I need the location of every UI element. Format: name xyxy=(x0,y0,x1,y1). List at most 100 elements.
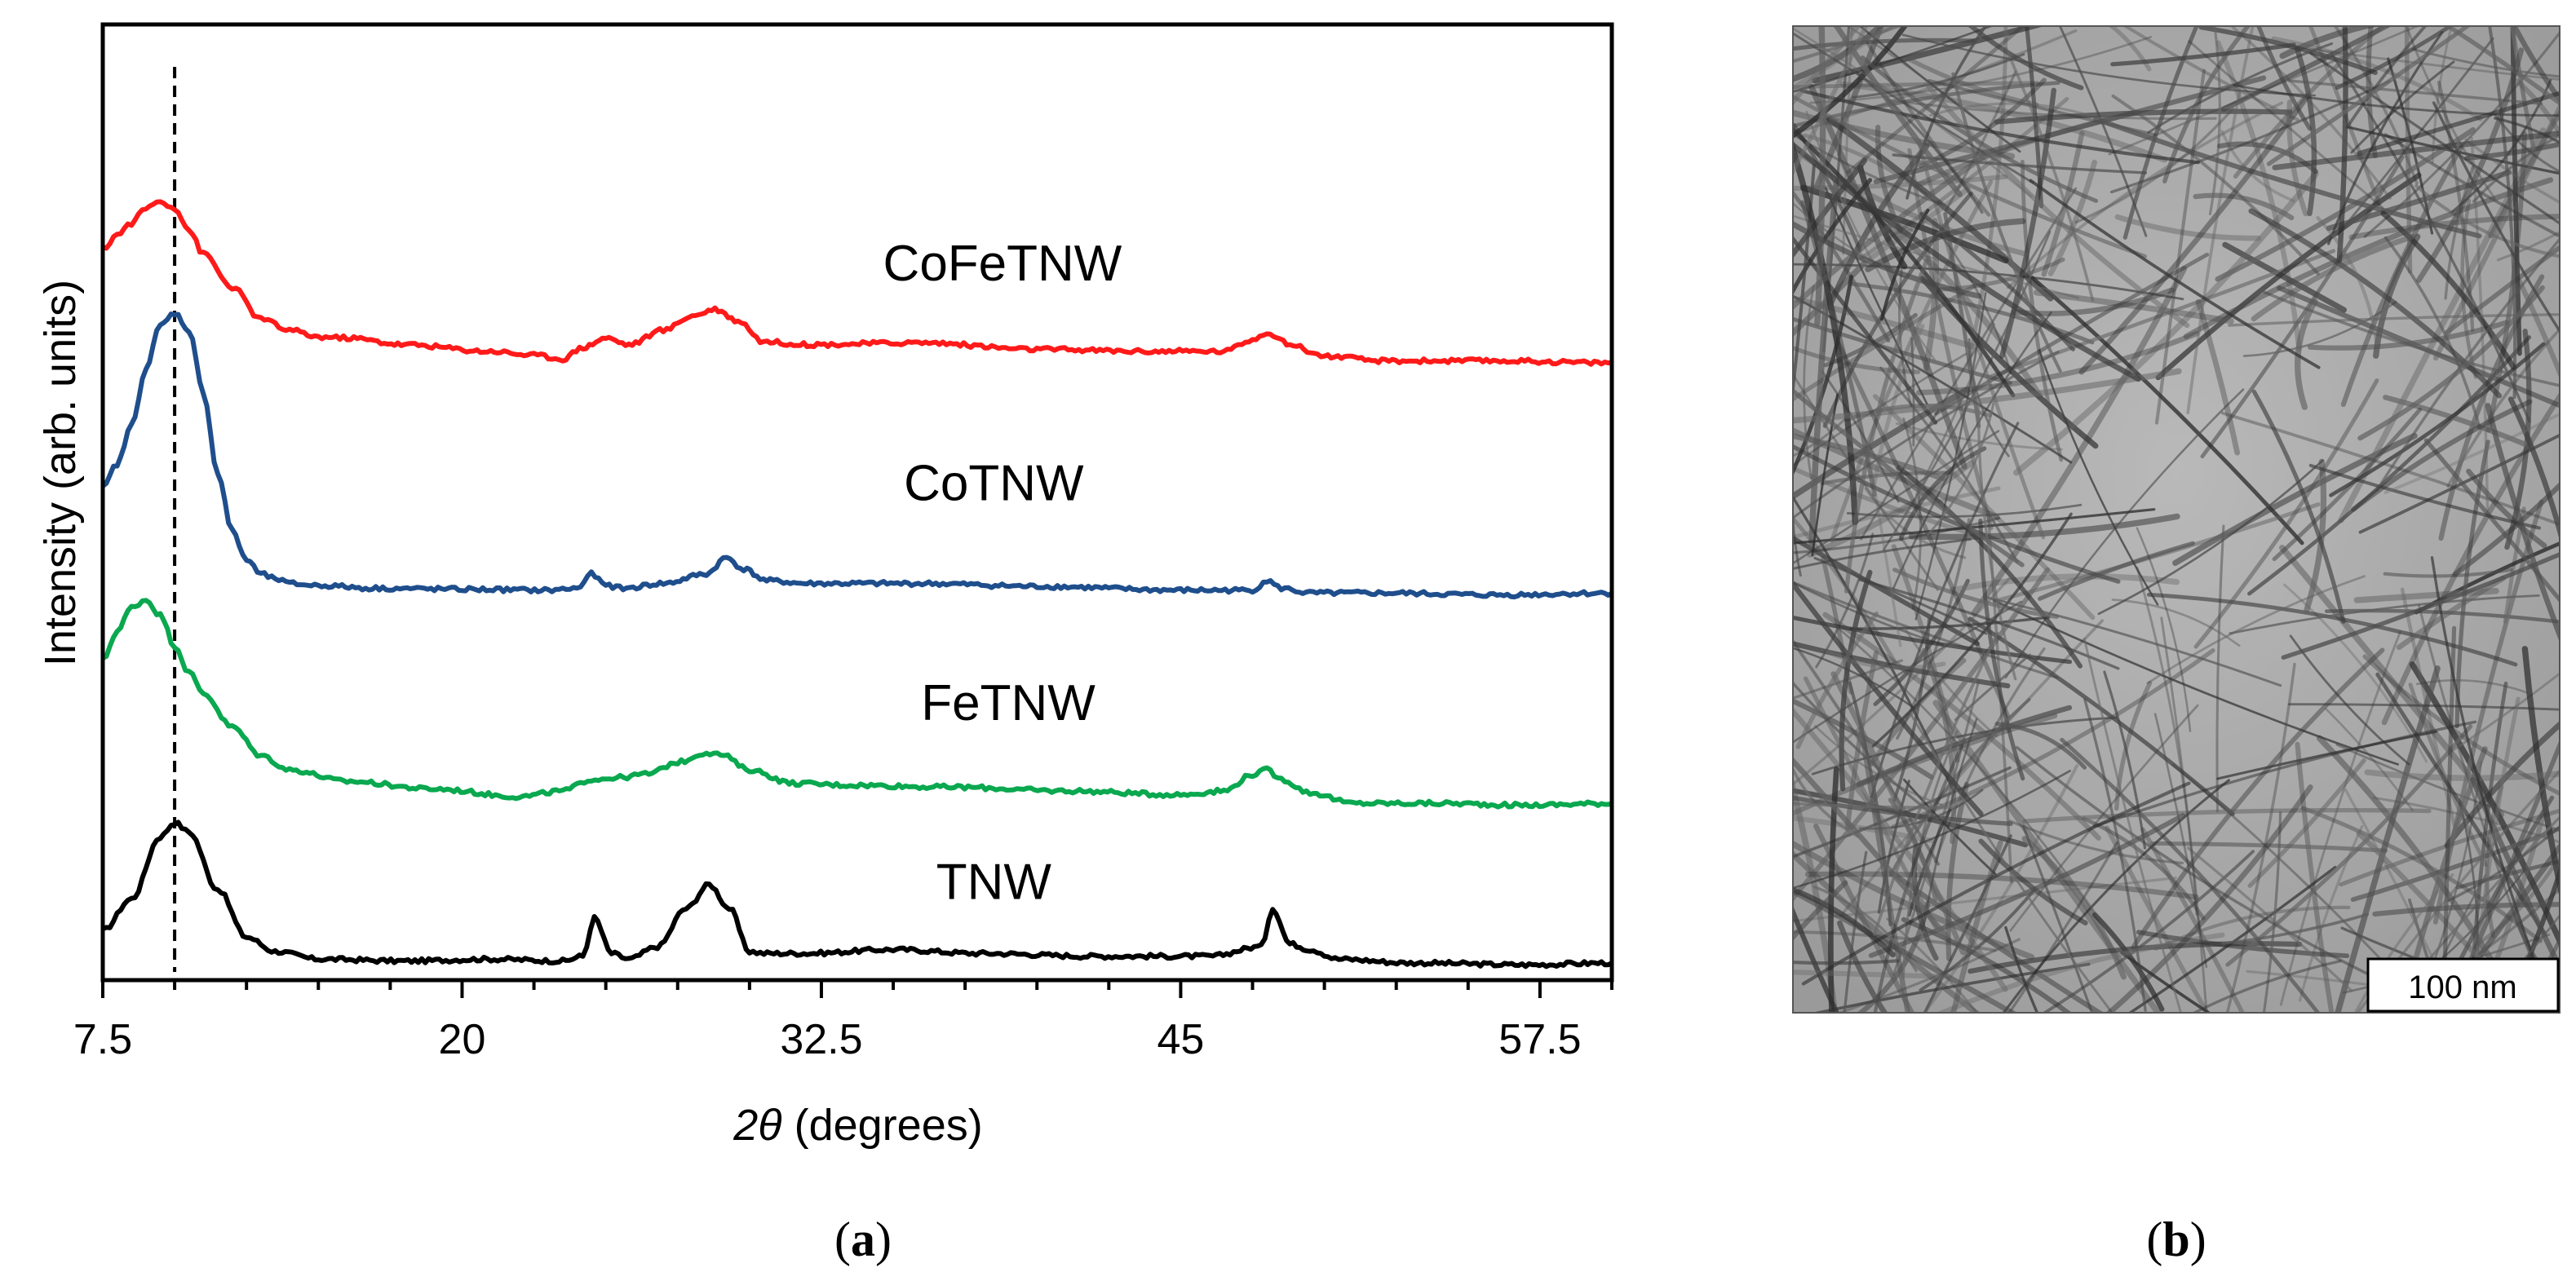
nanowire-fiber xyxy=(2304,458,2327,613)
nanowire-fiber xyxy=(1793,713,2058,816)
nanowire-fiber xyxy=(2485,784,2503,939)
nanowire-fiber xyxy=(1793,235,1938,425)
nanowire-fiber xyxy=(2444,720,2560,849)
nanowire-fiber xyxy=(2356,768,2560,1013)
nanowire-fiber xyxy=(1793,486,2001,540)
nanowire-fiber xyxy=(2195,298,2241,456)
nanowire-fiber xyxy=(1941,236,2012,375)
nanowire-fiber xyxy=(2281,552,2560,660)
nanowire-fiber xyxy=(2308,463,2541,530)
nanowire-fiber xyxy=(2324,608,2560,624)
nanowire-fiber xyxy=(2262,290,2560,387)
series-line-cotnw xyxy=(103,311,1612,600)
nanowire-fiber xyxy=(1793,788,2029,848)
nanowire-fiber xyxy=(1815,532,1874,669)
nanowire-fiber xyxy=(2103,670,2147,850)
series-layer xyxy=(103,199,1612,970)
nanowire-fiber xyxy=(1871,512,2073,748)
nanowire-fiber xyxy=(1849,616,2051,630)
nanowire-fiber xyxy=(2316,735,2507,983)
nanowire-fiber xyxy=(2172,432,2418,566)
nanowire-fiber xyxy=(2415,679,2528,694)
nanowire-fiber xyxy=(2122,26,2199,240)
nanowire-fiber xyxy=(1822,192,1973,428)
nanowire-fiber xyxy=(2514,78,2560,139)
nanowire-fiber xyxy=(1849,281,2095,345)
scale-bar: 100 nm xyxy=(2366,957,2560,1013)
nanowire-fiber xyxy=(2225,662,2296,1013)
nanowire-fiber xyxy=(1923,834,2012,1013)
nanowire-fiber xyxy=(2414,183,2560,258)
series-label-fetnw: FeTNW xyxy=(921,675,1095,731)
nanowire-fiber xyxy=(2060,737,2321,1013)
nanowire-fiber xyxy=(1978,838,2088,925)
nanowire-fiber xyxy=(1793,109,2016,160)
nanowire-fiber xyxy=(2287,703,2560,711)
nanowire-fiber xyxy=(1793,581,1944,647)
nanowire-fiber xyxy=(1793,26,1909,139)
nanowire-fiber xyxy=(2029,179,2321,369)
nanowire-fiber xyxy=(2286,99,2308,217)
nanowire-fiber xyxy=(2111,94,2320,276)
nanowire-fiber xyxy=(2215,40,2302,352)
nanowire-fiber xyxy=(1954,653,2031,722)
nanowire-fiber xyxy=(1795,611,1879,749)
nanowire-fiber xyxy=(1866,41,1991,217)
nanowire-fiber xyxy=(2423,438,2560,603)
nanowire-fiber xyxy=(1793,515,1897,664)
series-label-cofetnw: CoFeTNW xyxy=(883,236,1122,292)
nanowire-fiber xyxy=(1822,612,2101,841)
nanowire-fiber xyxy=(1793,770,2071,890)
nanowire-fiber xyxy=(2154,68,2206,425)
nanowire-fiber xyxy=(2340,145,2463,407)
nanowire-fiber xyxy=(2038,348,2159,606)
nanowire-fiber xyxy=(2350,826,2560,902)
tem-micrograph: 100 nm (b) xyxy=(1792,25,2561,1266)
nanowire-fibers xyxy=(1793,26,2560,1013)
nanowire-fiber xyxy=(2444,244,2560,335)
nanowire-fiber xyxy=(1793,141,2141,382)
nanowire-fiber xyxy=(2233,84,2560,117)
nanowire-fiber xyxy=(2110,42,2296,67)
nanowire-fiber xyxy=(1896,518,1971,740)
nanowire-fiber xyxy=(1985,596,2282,687)
x-axis-label-symbol: 2θ xyxy=(733,1101,781,1150)
nanowire-fiber xyxy=(2476,852,2560,947)
nanowire-fiber xyxy=(1793,94,2148,258)
nanowire-fiber xyxy=(2136,527,2192,732)
nanowire-fiber xyxy=(2497,230,2560,262)
nanowire-fiber xyxy=(2335,665,2441,1013)
nanowire-fiber xyxy=(2364,769,2560,781)
nanowire-fiber xyxy=(2111,599,2241,647)
nanowire-fiber xyxy=(1825,649,1946,670)
series-label-tnw: TNW xyxy=(936,854,1052,910)
nanowire-fiber xyxy=(1845,26,2000,139)
nanowire-fiber xyxy=(2022,807,2432,824)
plot-frame xyxy=(100,22,1614,983)
nanowire-fiber xyxy=(2344,788,2461,1013)
nanowire-fiber xyxy=(2266,26,2472,166)
nanowire-fiber xyxy=(1793,508,2156,545)
nanowire-fiber xyxy=(1793,295,1978,350)
nanowire-fiber xyxy=(1793,345,1920,374)
nanowire-fiber xyxy=(1793,351,2060,519)
nanowire-fiber xyxy=(2470,776,2560,974)
nanowire-fiber xyxy=(2097,459,2324,616)
nanowire-fiber xyxy=(2396,575,2506,651)
nanowire-fiber xyxy=(1805,110,1936,361)
nanowire-fiber xyxy=(1902,778,1997,876)
nanowire-fiber xyxy=(2272,130,2560,170)
nanowire-fiber xyxy=(2325,708,2414,812)
y-axis-label: Intensity (arb. units) xyxy=(36,280,85,666)
nanowire-fiber xyxy=(2464,142,2560,161)
nanowire-fiber xyxy=(2229,26,2392,200)
nanowire-fiber xyxy=(2188,40,2384,210)
nanowire-fiber xyxy=(1828,143,1930,306)
nanowire-fiber xyxy=(1846,26,2026,174)
nanowire-fiber xyxy=(2225,724,2473,967)
nanowire-fiber xyxy=(2105,784,2313,1013)
nanowire-fiber xyxy=(2473,696,2521,986)
nanowire-fiber xyxy=(1793,638,1941,866)
x-axis-tick-labels: 7.5 20 32.5 45 57.5 xyxy=(73,1016,1582,1063)
